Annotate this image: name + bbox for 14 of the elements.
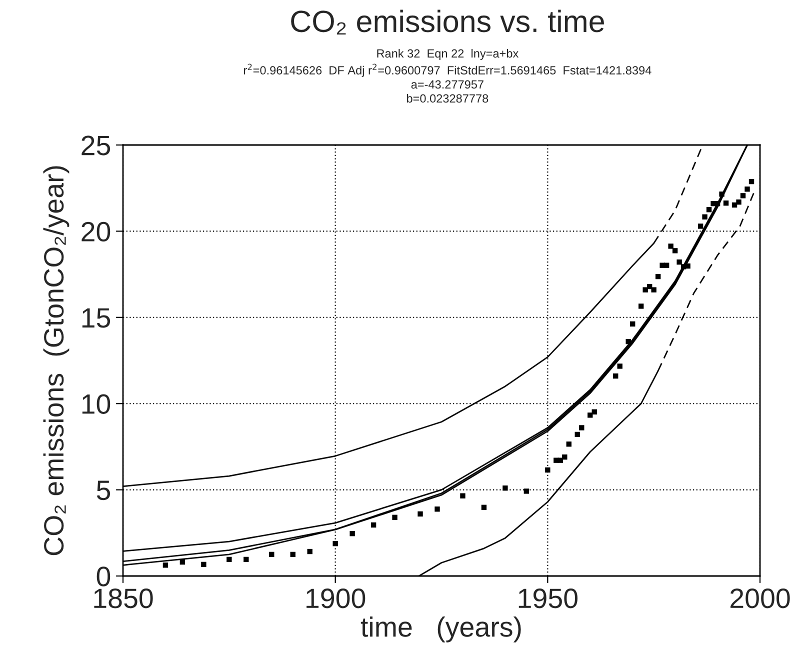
chart-title: CO₂ emissions vs. time	[291, 10, 604, 35]
y-tick-label: 5	[96, 480, 110, 500]
x-tick-label: 2000	[730, 588, 790, 608]
y-tick-label: 25	[82, 136, 110, 156]
text: Rank 32 Eqn 22 lny=a+bx r$^{2}$=0.96145626 DF Adj r$^{2}$=0.9600797 FitStdErr=1.5691465 Fstat=1421.8394 a=-43.277957 b=0.023287778	[244, 48, 652, 103]
y-tick-label: 15	[82, 308, 110, 328]
y-tick-label: 20	[82, 222, 110, 242]
y-tick-label: 10	[82, 394, 110, 414]
x-tick-label: 1950	[518, 588, 578, 608]
x-tick-label: 1900	[306, 588, 366, 608]
y-axis-title: CO₂ emissions (GtonCO₂/year)	[43, 166, 70, 556]
x-tick-label: 1850	[94, 588, 153, 608]
y-tick-label: 0	[96, 566, 110, 586]
x-axis-title: time (years)	[360, 616, 521, 642]
